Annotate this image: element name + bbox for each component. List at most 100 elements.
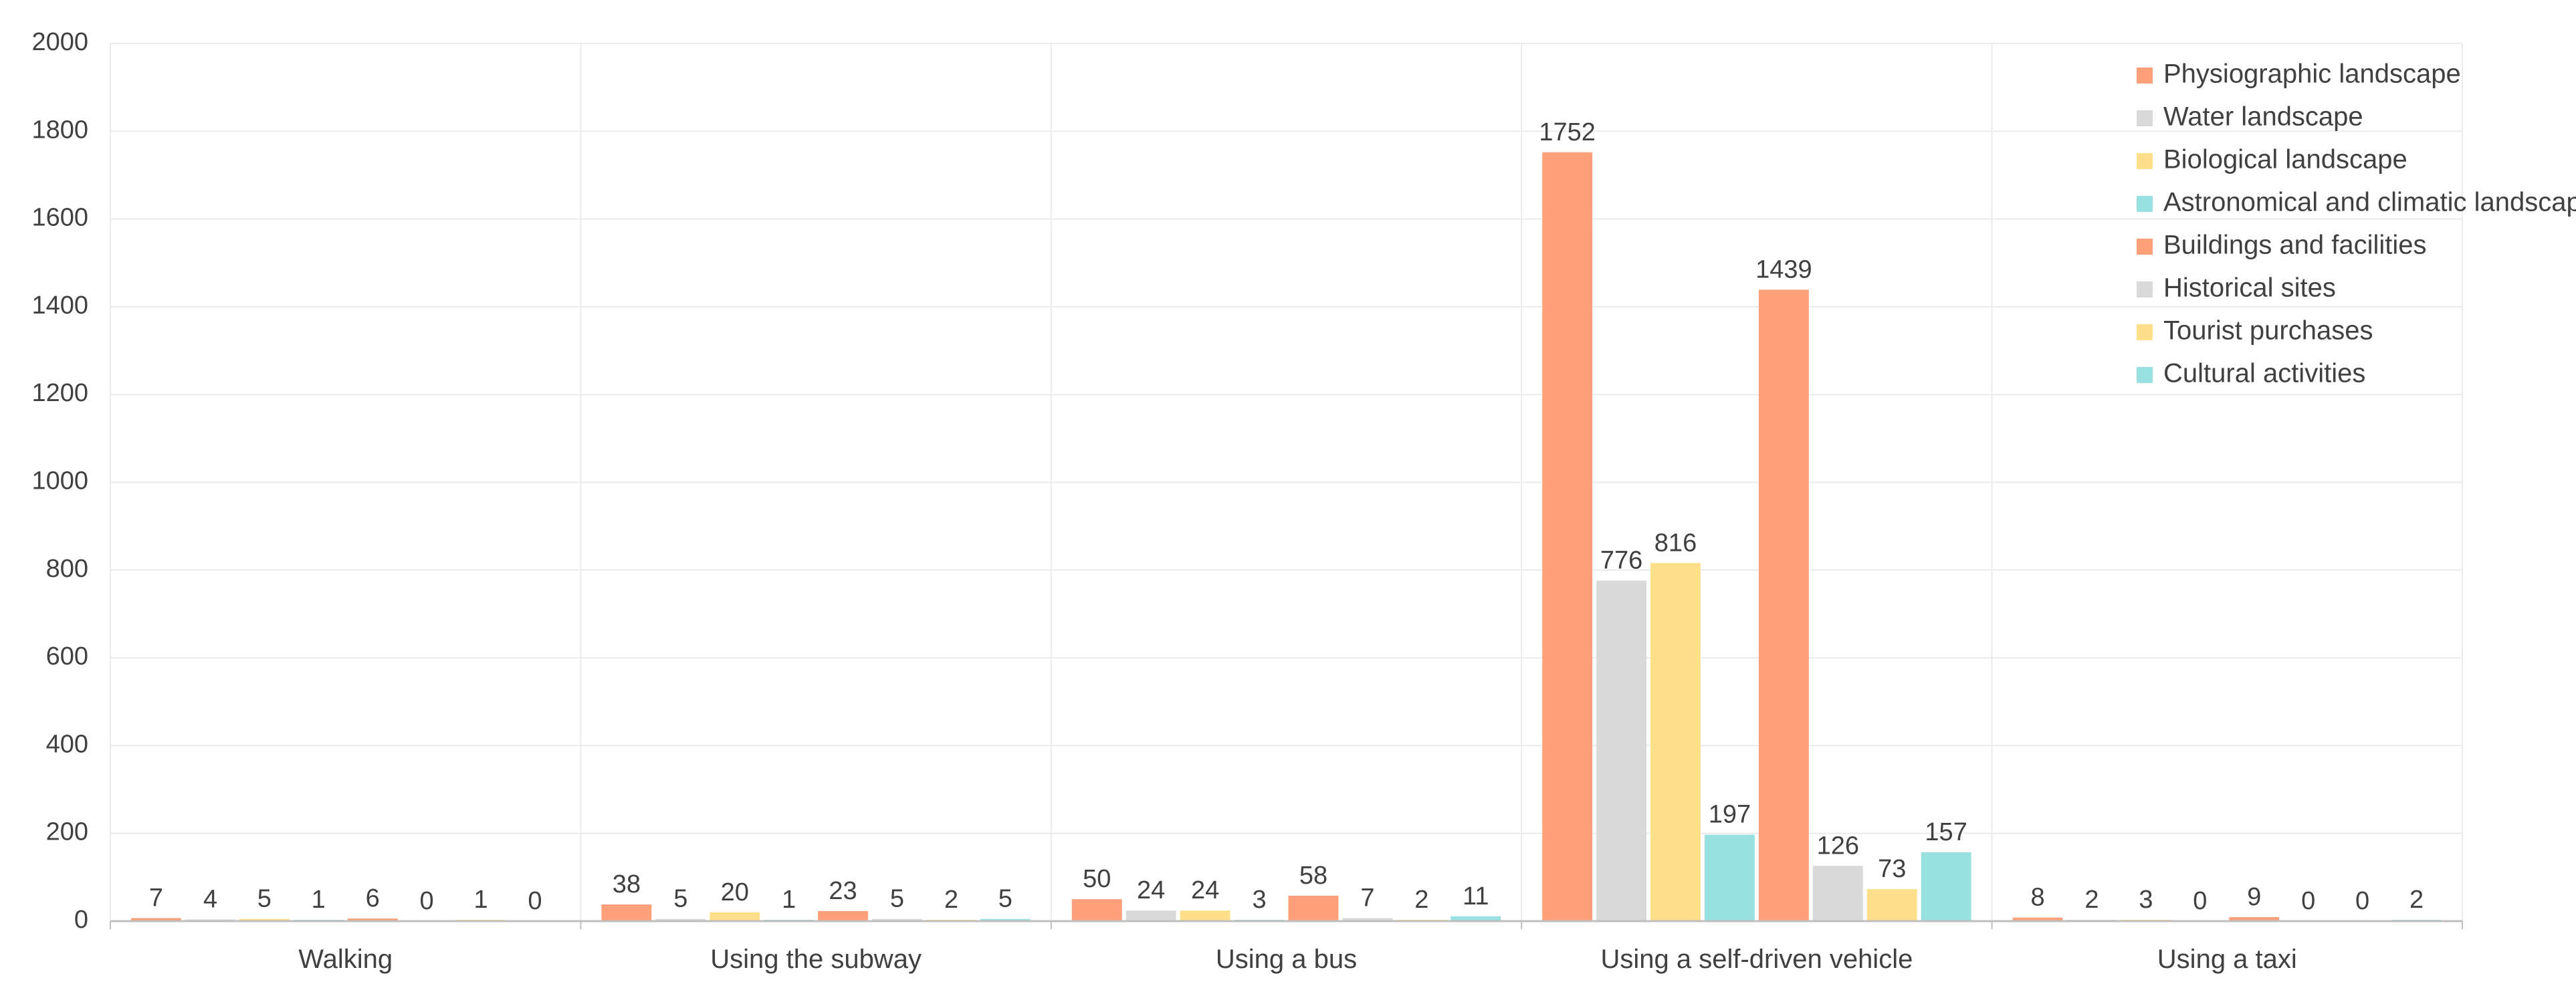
- bar-value-label: 5: [257, 885, 272, 913]
- legend-label: Astronomical and climatic landscape: [2163, 188, 2576, 217]
- bar: [1125, 910, 1176, 921]
- y-tick-label: 0: [74, 906, 88, 934]
- bar-value-label: 5: [673, 885, 687, 913]
- bar: [655, 918, 706, 921]
- bar-value-label: 776: [1600, 547, 1642, 575]
- bar-value-label: 1: [473, 886, 488, 914]
- bar: [1071, 899, 1122, 921]
- bar: [1758, 289, 1809, 921]
- y-tick-label: 800: [46, 555, 88, 583]
- bar-value-label: 4: [203, 885, 217, 913]
- bar-value-label: 3: [1252, 886, 1266, 914]
- bar-value-label: 24: [1191, 876, 1219, 904]
- bar-value-label: 23: [829, 877, 857, 905]
- bar: [1812, 866, 1863, 921]
- legend-swatch: [2137, 239, 2153, 255]
- y-tick-label: 1600: [31, 204, 88, 232]
- bar: [1542, 152, 1593, 921]
- bar: [1921, 852, 1971, 921]
- bar-value-label: 50: [1083, 865, 1111, 893]
- y-tick-label: 2000: [31, 28, 88, 56]
- legend: Physiographic landscape Water landscape Bi…: [2137, 59, 2576, 388]
- bar-value-label: 7: [149, 884, 163, 912]
- x-tick-label: Using a taxi: [2157, 945, 2297, 974]
- y-tick-label: 1200: [31, 379, 88, 407]
- legend-label: Cultural activities: [2163, 359, 2365, 388]
- bar-value-label: 0: [2355, 887, 2369, 915]
- bar-value-label: 1439: [1755, 255, 1812, 283]
- bar-value-label: 58: [1299, 862, 1327, 890]
- legend-label: Biological landscape: [2163, 145, 2407, 174]
- bar: [1866, 889, 1917, 921]
- bar-value-label: 1: [782, 886, 796, 914]
- bar: [1704, 834, 1755, 921]
- bar-value-label: 2: [2084, 886, 2099, 914]
- bar-value-label: 0: [2301, 887, 2315, 915]
- y-axis: 0 200 400 600 800 1000 1200 1400 1600 1800 2000: [31, 28, 88, 934]
- y-tick-label: 1400: [31, 291, 88, 320]
- bar: [601, 904, 652, 921]
- bar-value-label: 38: [613, 870, 641, 898]
- y-tick-label: 400: [46, 730, 88, 758]
- legend-swatch: [2137, 110, 2153, 126]
- x-tick-label: Walking: [298, 945, 393, 974]
- grid-lines: [110, 43, 2463, 921]
- bar: [1342, 918, 1393, 921]
- legend-swatch: [2137, 281, 2153, 297]
- bar: [347, 918, 398, 921]
- legend-label: Physiographic landscape: [2163, 59, 2461, 89]
- bar-value-label: 2: [944, 886, 958, 914]
- bar: [131, 918, 181, 921]
- bar-value-label: 0: [2193, 887, 2207, 915]
- bar-value-label: 0: [420, 887, 434, 915]
- bar-value-label: 24: [1137, 876, 1165, 904]
- bar-value-label: 1752: [1539, 118, 1596, 146]
- bar: [1180, 910, 1230, 921]
- bar: [239, 918, 290, 921]
- bar-value-label: 20: [721, 878, 749, 906]
- bar-value-label: 197: [1709, 801, 1751, 829]
- x-tick-label: Using a self-driven vehicle: [1600, 945, 1913, 974]
- bar-value-label: 6: [366, 884, 380, 912]
- bar-value-label: 3: [2139, 886, 2153, 914]
- bar-value-label: 126: [1817, 832, 1859, 860]
- legend-label: Historical sites: [2163, 273, 2336, 303]
- legend-label: Tourist purchases: [2163, 316, 2373, 346]
- y-tick-label: 200: [46, 818, 88, 846]
- legend-swatch: [2137, 196, 2153, 212]
- bar: [1650, 563, 1701, 921]
- bar: [710, 912, 760, 921]
- legend-swatch: [2137, 367, 2153, 383]
- bar-value-label: 2: [2409, 886, 2424, 914]
- y-tick-label: 600: [46, 642, 88, 670]
- bar: [872, 918, 922, 921]
- bar: [1451, 916, 1501, 921]
- legend-swatch: [2137, 153, 2153, 169]
- bar-value-label: 7: [1360, 884, 1374, 912]
- bar-value-label: 5: [890, 885, 904, 913]
- bar-value-label: 157: [1925, 818, 1967, 846]
- bar: [2229, 917, 2280, 921]
- x-axis: Walking Using the subway Using a bus Using …: [110, 920, 2463, 974]
- legend-label: Buildings and facilities: [2163, 231, 2427, 260]
- bar-value-label: 9: [2247, 883, 2261, 911]
- bar: [818, 910, 869, 921]
- bar: [980, 918, 1031, 921]
- bars: [131, 152, 2442, 921]
- y-tick-label: 1800: [31, 116, 88, 144]
- bar-value-label: 8: [2030, 884, 2044, 912]
- legend-swatch: [2137, 324, 2153, 340]
- legend-label: Water landscape: [2163, 102, 2363, 132]
- y-tick-label: 1000: [31, 467, 88, 495]
- bar: [1596, 580, 1647, 921]
- x-tick-label: Using a bus: [1216, 945, 1357, 974]
- bar-value-label: 1: [312, 886, 326, 914]
- legend-swatch: [2137, 68, 2153, 84]
- bar-value-label: 11: [1463, 882, 1489, 910]
- bar-value-label: 0: [528, 887, 542, 915]
- bar-value-label: 73: [1878, 855, 1906, 883]
- bar-value-label: 5: [998, 885, 1012, 913]
- bar-value-label: 2: [1414, 886, 1428, 914]
